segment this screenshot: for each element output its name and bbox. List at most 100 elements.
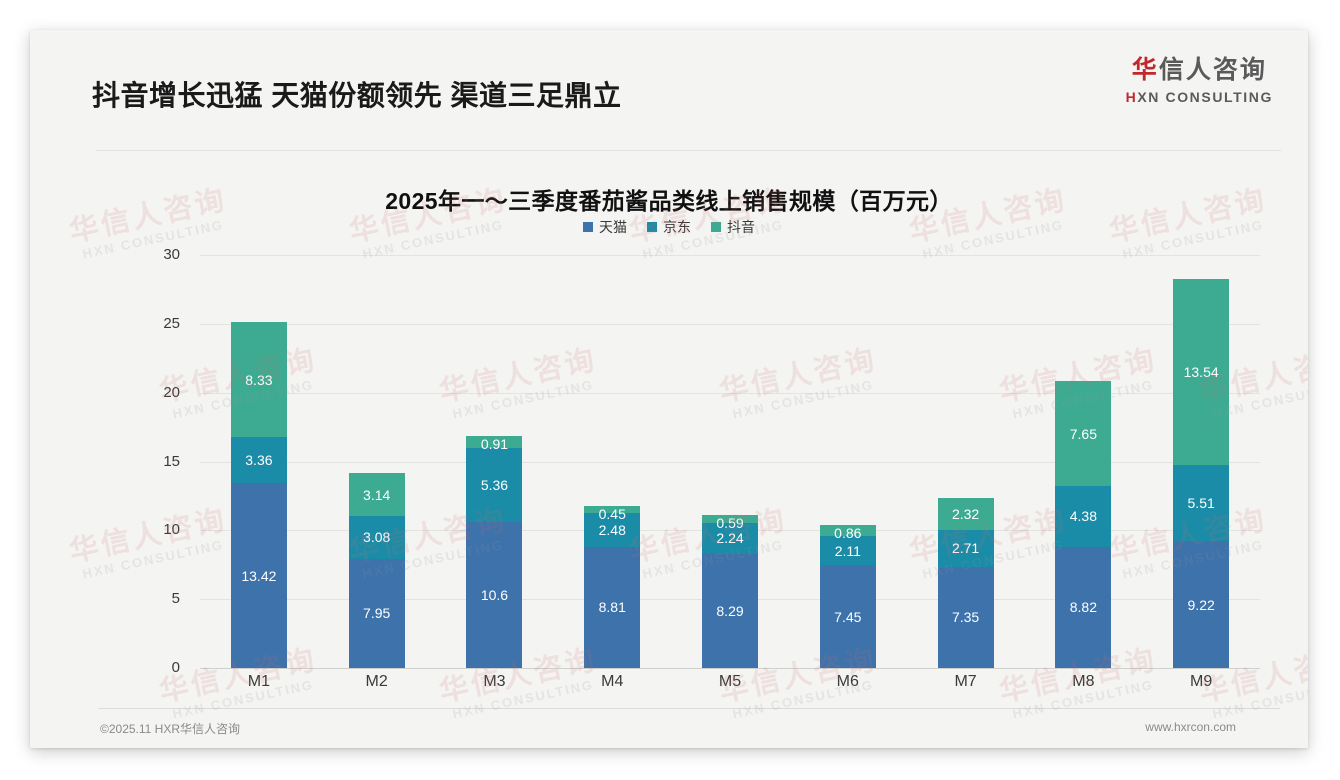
bar-value-label: 2.48 bbox=[598, 521, 626, 538]
bar-segment-抖音[interactable]: 13.54 bbox=[1173, 278, 1230, 466]
bar-segment-天猫[interactable]: 8.82 bbox=[1055, 546, 1112, 668]
bar-value-label: 2.24 bbox=[716, 530, 744, 547]
bar-value-label: 3.36 bbox=[245, 452, 273, 469]
legend-item-抖音[interactable]: 抖音 bbox=[711, 217, 755, 237]
bar-value-label: 0.91 bbox=[480, 435, 509, 452]
bar-value-label: 7.65 bbox=[1069, 425, 1097, 442]
bar-value-label: 8.33 bbox=[245, 371, 273, 388]
bar-column-M7[interactable]: 7.35 2.71 2.32 bbox=[907, 255, 1025, 668]
bar-segment-京东[interactable]: 3.36 bbox=[230, 437, 287, 484]
bar-column-M6[interactable]: 7.45 2.11 0.86 bbox=[789, 255, 907, 668]
bar-segment-抖音[interactable]: 7.65 bbox=[1055, 380, 1112, 487]
brand-logo-chinese: 华信人咨询 bbox=[1126, 58, 1273, 83]
bar-value-label: 9.22 bbox=[1187, 596, 1215, 613]
brand-logo-english-accent: H bbox=[1125, 89, 1138, 105]
legend-label: 天猫 bbox=[599, 219, 627, 235]
bar-segment-抖音[interactable]: 3.14 bbox=[348, 472, 405, 517]
x-axis-tick-label: M6 bbox=[836, 673, 859, 690]
y-axis-tick-label: 0 bbox=[171, 659, 180, 676]
bar-segment-京东[interactable]: 2.24 bbox=[702, 523, 759, 554]
headline-text: 抖音增长迅猛 天猫份额领先 渠道三足鼎立 bbox=[92, 80, 622, 111]
bar-stack: 7.45 2.11 0.86 bbox=[819, 524, 876, 668]
bar-column-M4[interactable]: 8.81 2.48 0.45 bbox=[553, 255, 671, 668]
footer-copyright: ©2025.11 HXR华信人咨询 bbox=[100, 722, 240, 736]
bar-value-label: 7.35 bbox=[951, 609, 980, 626]
bar-value-label: 2.71 bbox=[951, 540, 980, 557]
y-axis-tick-label: 30 bbox=[163, 246, 180, 263]
card-footer: ©2025.11 HXR华信人咨询 www.hxrcon.com bbox=[30, 716, 1308, 746]
legend-swatch-icon bbox=[583, 222, 593, 232]
bar-stack: 8.29 2.24 0.59 bbox=[702, 514, 759, 668]
bar-segment-京东[interactable]: 5.51 bbox=[1173, 465, 1230, 542]
y-axis-tick-label: 20 bbox=[163, 383, 180, 401]
bar-segment-天猫[interactable]: 9.22 bbox=[1173, 541, 1230, 668]
bar-segment-抖音[interactable]: 8.33 bbox=[230, 322, 287, 438]
bar-value-label: 13.42 bbox=[241, 567, 277, 584]
bar-segment-天猫[interactable]: 8.81 bbox=[584, 546, 641, 668]
bar-segment-京东[interactable]: 3.08 bbox=[348, 516, 405, 559]
bar-column-M8[interactable]: 8.82 4.38 7.65 bbox=[1024, 255, 1142, 668]
x-axis-tick-label: M4 bbox=[601, 673, 624, 690]
bar-column-M3[interactable]: 10.6 5.36 0.91 bbox=[436, 255, 554, 668]
legend-label: 京东 bbox=[663, 219, 691, 235]
x-axis-tick-label: M9 bbox=[1190, 673, 1213, 690]
footer-divider bbox=[98, 708, 1280, 709]
bar-value-label: 3.14 bbox=[363, 486, 391, 503]
bar-segment-天猫[interactable]: 10.6 bbox=[466, 522, 523, 668]
bar-segment-天猫[interactable]: 13.42 bbox=[230, 483, 287, 668]
gridline bbox=[200, 323, 1260, 325]
bar-segment-京东[interactable]: 2.71 bbox=[937, 529, 994, 567]
bar-segment-抖音[interactable]: 0.91 bbox=[466, 435, 523, 452]
x-axis-tick-label: M2 bbox=[365, 673, 388, 690]
bar-value-label: 13.54 bbox=[1183, 364, 1219, 381]
gridline bbox=[200, 392, 1260, 394]
brand-logo: 华信人咨询 HXN CONSULTING bbox=[1125, 58, 1273, 105]
bar-segment-天猫[interactable]: 7.95 bbox=[348, 558, 405, 668]
x-axis-tick-label: M5 bbox=[718, 673, 742, 690]
bar-value-label: 0.45 bbox=[598, 506, 626, 523]
bar-column-M1[interactable]: 13.42 3.36 8.33 bbox=[200, 255, 318, 668]
legend-item-京东[interactable]: 京东 bbox=[647, 217, 691, 237]
bar-value-label: 7.45 bbox=[834, 608, 862, 625]
legend-item-天猫[interactable]: 天猫 bbox=[583, 217, 627, 237]
bar-stack: 7.35 2.71 2.32 bbox=[937, 497, 994, 668]
bar-segment-天猫[interactable]: 7.45 bbox=[819, 565, 876, 668]
brand-logo-english-rest: XN CONSULTING bbox=[1137, 89, 1273, 105]
bar-segment-抖音[interactable]: 0.45 bbox=[584, 506, 641, 521]
bar-column-M9[interactable]: 9.22 5.51 13.54 bbox=[1142, 255, 1260, 668]
bar-value-label: 7.95 bbox=[363, 605, 391, 622]
y-axis-tick-label: 5 bbox=[171, 590, 180, 608]
x-axis-tick-label: M1 bbox=[247, 673, 270, 690]
bar-stack: 8.82 4.38 7.65 bbox=[1055, 380, 1112, 668]
bar-segment-京东[interactable]: 5.36 bbox=[466, 448, 523, 523]
bar-segment-京东[interactable]: 4.38 bbox=[1055, 486, 1112, 547]
card-header: 抖音增长迅猛 天猫份额领先 渠道三足鼎立 华信人咨询 HXN CONSULTIN… bbox=[30, 30, 1308, 117]
bar-segment-京东[interactable]: 2.11 bbox=[819, 536, 876, 566]
bar-segment-抖音[interactable]: 0.59 bbox=[702, 514, 759, 530]
bar-value-label: 0.59 bbox=[716, 514, 744, 531]
x-axis-line bbox=[200, 668, 1260, 669]
y-axis-tick-label: 15 bbox=[163, 452, 180, 470]
chart-legend: 天猫 京东 抖音 bbox=[30, 215, 1308, 239]
bar-segment-抖音[interactable]: 0.86 bbox=[819, 524, 876, 540]
bar-column-M5[interactable]: 8.29 2.24 0.59 bbox=[671, 255, 789, 668]
footer-website: www.hxrcon.com bbox=[1145, 720, 1236, 734]
legend-label: 抖音 bbox=[727, 219, 755, 235]
bar-segment-京东[interactable]: 2.48 bbox=[584, 512, 641, 547]
bar-value-label: 8.82 bbox=[1069, 599, 1097, 616]
chart-bars: 13.42 3.36 8.33 7.95 3.08 3.14 10.6 5.36 0.91 8.8… bbox=[200, 255, 1260, 668]
gridline bbox=[200, 255, 1260, 256]
x-axis-tick-label: M8 bbox=[1072, 673, 1095, 690]
gridline bbox=[200, 461, 1260, 463]
bar-value-label: 5.36 bbox=[480, 477, 509, 494]
bar-value-label: 3.08 bbox=[363, 529, 391, 546]
bar-segment-抖音[interactable]: 2.32 bbox=[937, 497, 994, 530]
bar-column-M2[interactable]: 7.95 3.08 3.14 bbox=[318, 255, 436, 668]
bar-stack: 8.81 2.48 0.45 bbox=[584, 506, 641, 668]
report-card: 抖音增长迅猛 天猫份额领先 渠道三足鼎立 华信人咨询 HXN CONSULTIN… bbox=[30, 30, 1308, 748]
legend-swatch-icon bbox=[647, 222, 657, 232]
legend-swatch-icon bbox=[711, 222, 721, 232]
bar-segment-天猫[interactable]: 7.35 bbox=[937, 566, 994, 668]
bar-segment-天猫[interactable]: 8.29 bbox=[702, 553, 759, 668]
x-axis-tick-label: M7 bbox=[954, 673, 977, 690]
